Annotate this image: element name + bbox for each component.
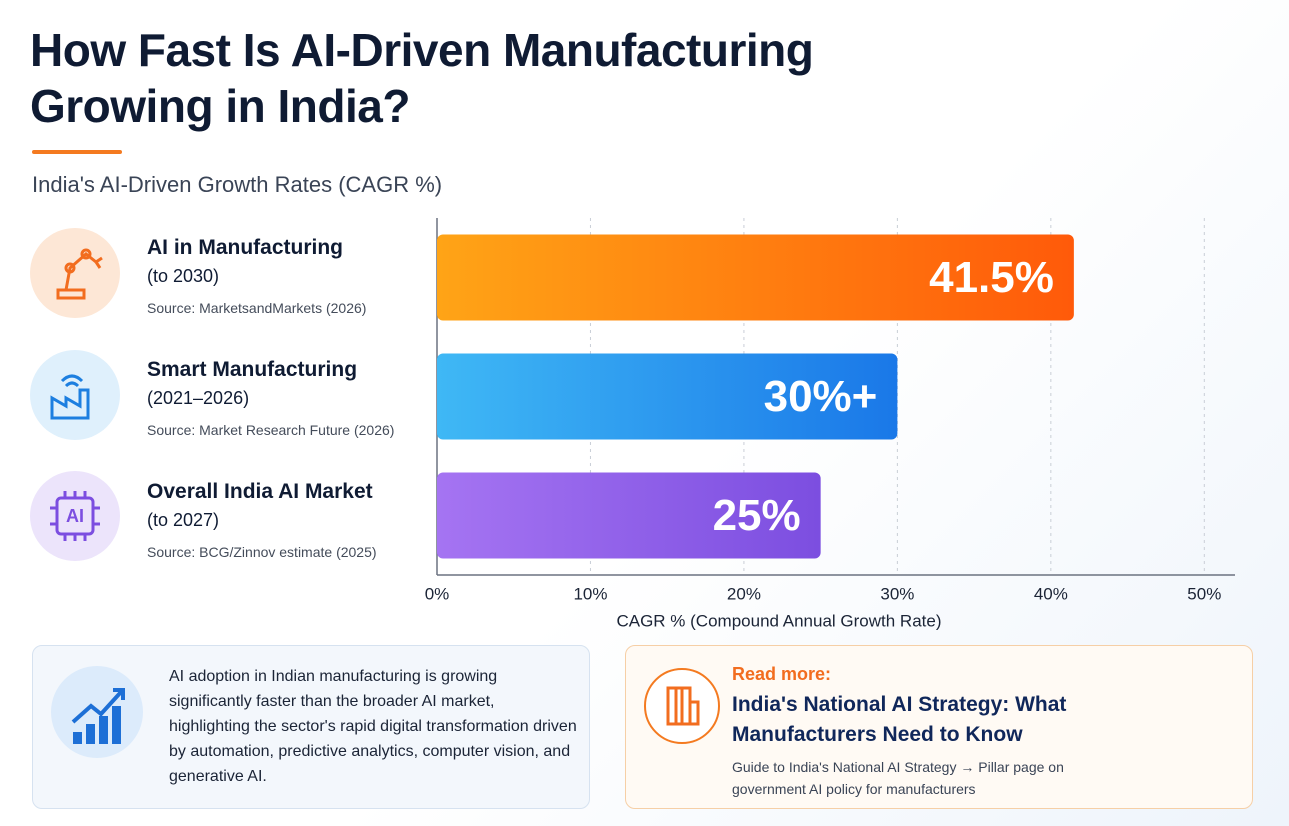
period-label: (to 2027) [147,510,220,530]
value-label: 30%+ [764,372,878,421]
insight-card: AI adoption in Indian manufacturing is g… [32,645,590,809]
chart: 0% 10% 20% 30% 40% 50% CAGR % (Compound Annual… [425,218,1235,630]
doc-glyph [666,686,700,726]
category-label: Overall India AI Market [147,480,373,503]
growth-glyph [71,688,125,744]
read-more-title[interactable]: India's National AI Strategy: What Manuf… [732,693,1067,746]
chip-glyph: AI [50,491,100,541]
bar [437,353,898,440]
x-axis-title: CAGR % (Compound Annual Growth Rate) [616,611,941,630]
bar [437,472,821,559]
factory-glyph [50,374,90,420]
x-tick-label: 10% [573,584,607,603]
doc-icon [644,668,720,744]
source-label: Source: BCG/Zinnov estimate (2025) [147,544,377,560]
chip-icon: AI [30,471,120,561]
read-more-description: Guide to India's National AI Strategy → … [732,759,1064,797]
category-label: AI in Manufacturing [147,236,343,259]
x-tick-label: 30% [880,584,914,603]
robot-icon [30,228,120,318]
page-title: How Fast Is AI-Driven Manufacturing Grow… [30,24,814,132]
source-label: Source: MarketsandMarkets (2026) [147,300,367,316]
title-rule [32,150,122,154]
read-more-kicker: Read more: [732,664,832,684]
period-label: (2021–2026) [147,388,250,408]
svg-text:AI: AI [66,506,84,526]
robot-glyph [56,248,103,300]
x-tick-label: 50% [1187,584,1221,603]
bar [437,234,1074,321]
x-tick-label: 40% [1034,584,1068,603]
source-label: Source: Market Research Future (2026) [147,422,395,438]
category-label: Smart Manufacturing [147,358,358,381]
x-tick-label: 20% [727,584,761,603]
insight-text: AI adoption in Indian manufacturing is g… [169,668,577,785]
read-more-card[interactable]: Read more: India's National AI Strategy:… [625,645,1253,809]
value-label: 41.5% [929,253,1054,302]
period-label: (to 2030) [147,266,220,286]
factory-icon [30,350,120,440]
chart-subtitle: India's AI-Driven Growth Rates (CAGR %) [32,172,443,197]
value-label: 25% [713,491,801,540]
growth-icon [51,666,143,758]
x-tick-label: 0% [425,584,450,603]
